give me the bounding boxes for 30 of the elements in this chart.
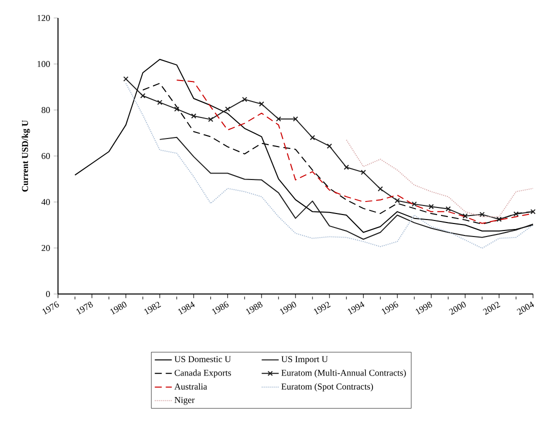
x-tick-label: 1992 <box>314 302 331 315</box>
x-tick-label: 1980 <box>110 302 126 315</box>
y-tick-label: 80 <box>42 106 50 114</box>
legend-label: Australia <box>174 383 208 390</box>
legend-label: Canada Exports <box>174 370 232 378</box>
x-tick-label: 1986 <box>212 301 229 315</box>
y-tick-label: 0 <box>46 290 50 298</box>
y-tick-label: 100 <box>38 60 50 68</box>
x-tick-label: 1978 <box>76 302 93 315</box>
x-tick-label: 1976 <box>42 301 59 315</box>
x-tick-label: 1994 <box>348 301 364 315</box>
legend-label: Euratom (Spot Contracts) <box>281 383 373 392</box>
x-tick-label: 1988 <box>246 302 262 315</box>
x-tick-label: 1998 <box>416 302 432 315</box>
x-tick-label: 2004 <box>516 301 534 315</box>
x-tick-label: 1990 <box>280 302 296 315</box>
legend-label: Niger <box>174 396 195 405</box>
x-tick-label: 1982 <box>144 302 162 315</box>
x-tick-label: 2000 <box>448 302 466 315</box>
x-tick-label: 1996 <box>382 301 398 315</box>
x-tick-label: 2002 <box>482 302 500 315</box>
legend-label: US Domestic U <box>174 356 231 362</box>
legend-label: Euratom (Multi-Annual Contracts) <box>281 370 406 378</box>
x-tick-label: 1984 <box>178 301 195 315</box>
y-tick-label: 20 <box>42 244 50 252</box>
legend-label: US Import U <box>281 356 328 364</box>
y-tick-label: 60 <box>42 152 50 160</box>
y-axis-title: Current USD/kg U <box>22 120 30 192</box>
y-tick-label: 40 <box>41 198 50 206</box>
y-tick-label: 120 <box>38 14 50 22</box>
